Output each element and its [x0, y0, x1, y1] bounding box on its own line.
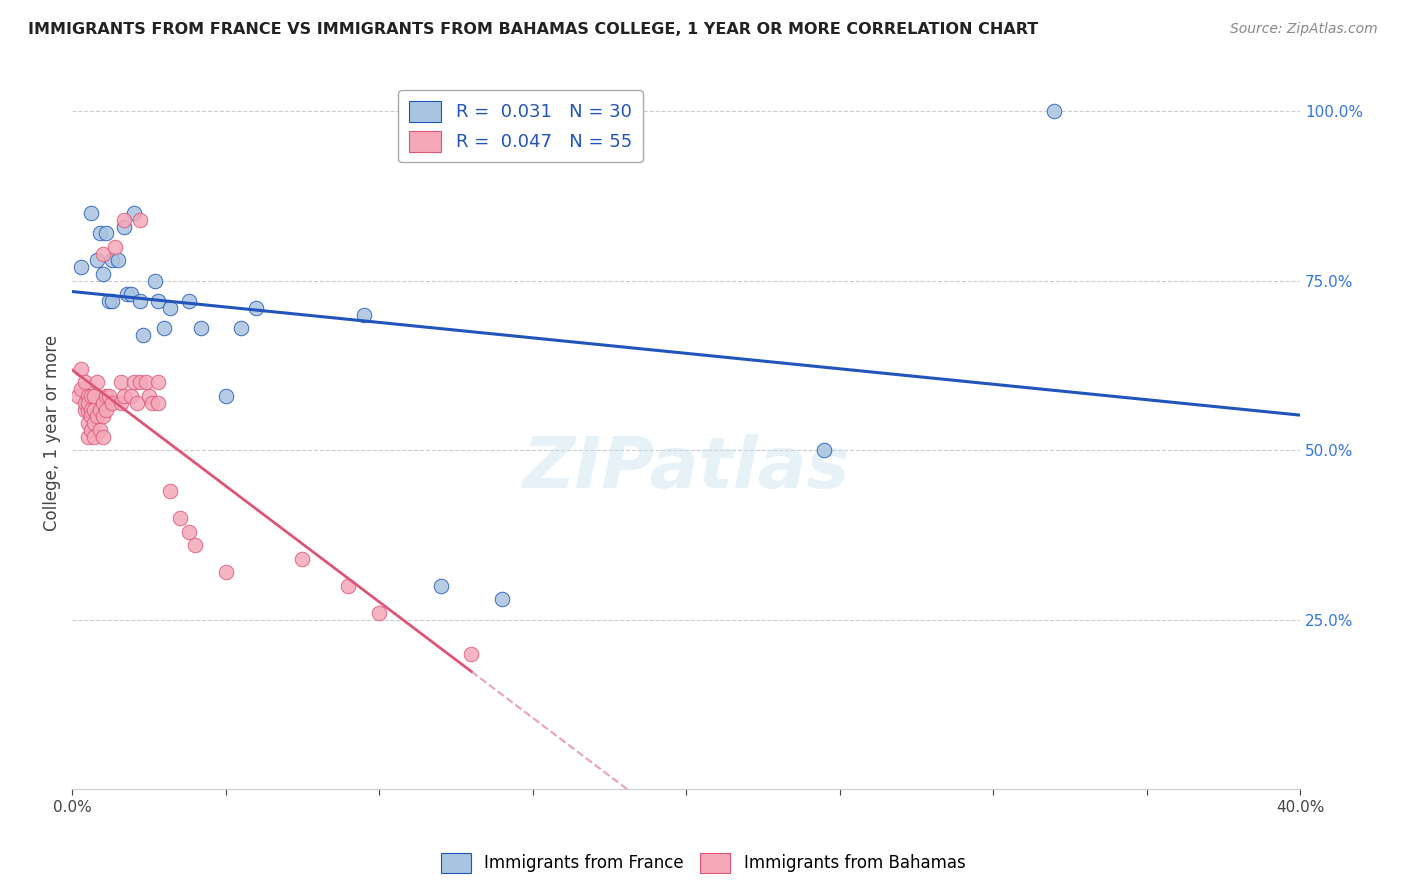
- Legend: Immigrants from France, Immigrants from Bahamas: Immigrants from France, Immigrants from …: [434, 847, 972, 880]
- Point: [184, 538, 207, 552]
- Point: [1043, 104, 1066, 119]
- Point: [101, 396, 124, 410]
- Point: [169, 511, 191, 525]
- Text: Source: ZipAtlas.com: Source: ZipAtlas.com: [1230, 22, 1378, 37]
- Point: [76, 396, 98, 410]
- Point: [128, 212, 150, 227]
- Point: [813, 443, 835, 458]
- Point: [89, 423, 111, 437]
- Point: [83, 402, 105, 417]
- Point: [94, 402, 117, 417]
- Point: [122, 376, 145, 390]
- Point: [135, 376, 157, 390]
- Point: [89, 227, 111, 241]
- Point: [86, 253, 108, 268]
- Point: [112, 212, 135, 227]
- Point: [70, 382, 93, 396]
- Point: [143, 274, 166, 288]
- Point: [112, 389, 135, 403]
- Point: [107, 253, 129, 268]
- Point: [86, 376, 108, 390]
- Legend: R =  0.031   N = 30, R =  0.047   N = 55: R = 0.031 N = 30, R = 0.047 N = 55: [398, 90, 643, 162]
- Point: [91, 430, 114, 444]
- Point: [91, 409, 114, 424]
- Text: IMMIGRANTS FROM FRANCE VS IMMIGRANTS FROM BAHAMAS COLLEGE, 1 YEAR OR MORE CORREL: IMMIGRANTS FROM FRANCE VS IMMIGRANTS FRO…: [28, 22, 1039, 37]
- Point: [67, 389, 90, 403]
- Point: [76, 430, 98, 444]
- Point: [353, 308, 375, 322]
- Point: [229, 321, 252, 335]
- Point: [429, 579, 451, 593]
- Point: [177, 294, 200, 309]
- Point: [110, 376, 132, 390]
- Point: [148, 376, 170, 390]
- Point: [76, 402, 98, 417]
- Point: [138, 389, 160, 403]
- Point: [110, 396, 132, 410]
- Point: [190, 321, 212, 335]
- Point: [122, 206, 145, 220]
- Point: [91, 396, 114, 410]
- Point: [159, 301, 181, 315]
- Point: [73, 402, 96, 417]
- Point: [291, 551, 314, 566]
- Point: [368, 606, 391, 620]
- Point: [98, 389, 121, 403]
- Point: [98, 294, 121, 309]
- Point: [148, 294, 170, 309]
- Point: [177, 524, 200, 539]
- Point: [101, 294, 124, 309]
- Point: [141, 396, 163, 410]
- Point: [125, 396, 148, 410]
- Point: [117, 287, 139, 301]
- Point: [83, 430, 105, 444]
- Point: [86, 409, 108, 424]
- Point: [83, 416, 105, 430]
- Point: [337, 579, 360, 593]
- Point: [79, 423, 101, 437]
- Point: [491, 592, 513, 607]
- Point: [215, 389, 238, 403]
- Point: [94, 227, 117, 241]
- Point: [120, 287, 142, 301]
- Point: [159, 483, 181, 498]
- Point: [245, 301, 267, 315]
- Text: ZIPatlas: ZIPatlas: [523, 434, 849, 503]
- Point: [153, 321, 176, 335]
- Point: [215, 566, 238, 580]
- Point: [79, 409, 101, 424]
- Point: [76, 416, 98, 430]
- Point: [148, 396, 170, 410]
- Point: [112, 219, 135, 234]
- Point: [70, 362, 93, 376]
- Point: [73, 376, 96, 390]
- Point: [73, 396, 96, 410]
- Point: [128, 376, 150, 390]
- Point: [76, 389, 98, 403]
- Point: [89, 402, 111, 417]
- Point: [104, 240, 127, 254]
- Point: [70, 260, 93, 275]
- Point: [79, 389, 101, 403]
- Point: [83, 389, 105, 403]
- Point: [94, 389, 117, 403]
- Point: [91, 246, 114, 260]
- Point: [120, 389, 142, 403]
- Point: [460, 647, 482, 661]
- Point: [132, 328, 155, 343]
- Point: [79, 402, 101, 417]
- Y-axis label: College, 1 year or more: College, 1 year or more: [44, 335, 60, 532]
- Point: [79, 206, 101, 220]
- Point: [91, 267, 114, 281]
- Point: [128, 294, 150, 309]
- Point: [101, 253, 124, 268]
